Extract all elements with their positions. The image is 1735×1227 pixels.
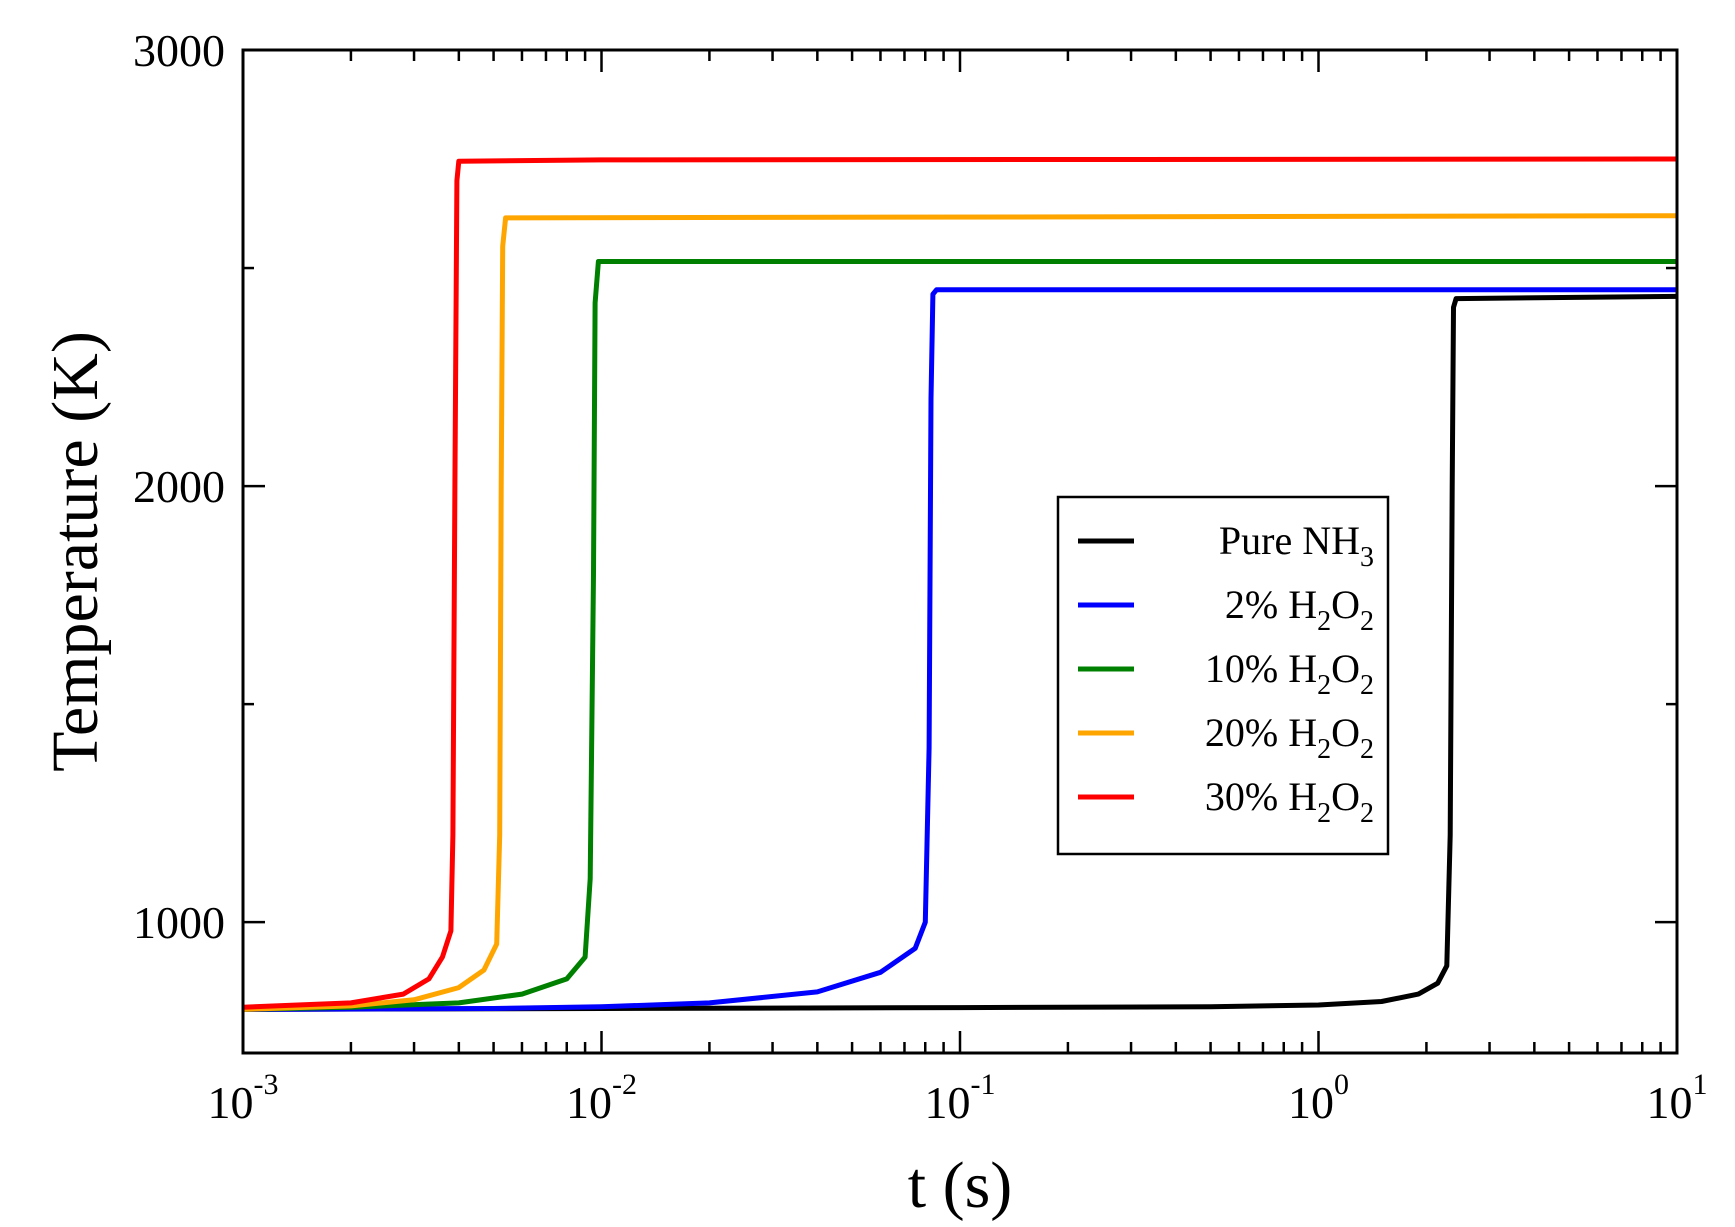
x-axis-label: t (s) (908, 1149, 1012, 1222)
series-line-3 (242, 213, 1678, 1012)
series-line-4 (242, 156, 1678, 1010)
legend-label-0: Pure NH3 (1219, 518, 1374, 573)
series-layer (242, 156, 1678, 1012)
plot-frame (241, 48, 1679, 1055)
x-tick-label: 100 (1288, 1068, 1349, 1128)
legend-label-4: 30% H2O2 (1205, 774, 1374, 829)
legend: Pure NH3 2% H2O2 10% H2O2 20% H2O2 30% H2O2 (1056, 495, 1390, 856)
y-tick-label: 2000 (133, 461, 225, 512)
tick-labels-layer: 10-3 10-2 10-1 100 101 1000 2000 3000 (133, 25, 1708, 1128)
x-tick-label: 101 (1647, 1068, 1708, 1128)
x-tick-label: 10-2 (566, 1068, 637, 1128)
y-axis-label: Temperature (K) (39, 331, 112, 772)
series-line-2 (242, 259, 1677, 1012)
legend-label-1: 2% H2O2 (1225, 582, 1374, 637)
series-line-0 (242, 293, 1678, 1012)
legend-label-3: 20% H2O2 (1205, 710, 1374, 765)
x-tick-label: 10-1 (925, 1068, 996, 1128)
series-line-1 (242, 287, 1677, 1012)
y-tick-label: 1000 (133, 897, 225, 948)
x-tick-label: 10-3 (208, 1068, 279, 1128)
legend-label-2: 10% H2O2 (1205, 646, 1374, 701)
y-tick-label: 3000 (133, 25, 225, 76)
